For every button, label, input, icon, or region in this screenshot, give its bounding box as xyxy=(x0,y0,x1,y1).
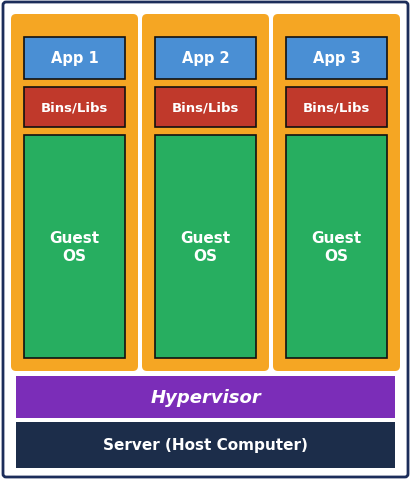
Text: Bins/Libs: Bins/Libs xyxy=(172,101,239,114)
FancyBboxPatch shape xyxy=(286,136,387,358)
FancyBboxPatch shape xyxy=(24,88,125,128)
FancyBboxPatch shape xyxy=(24,38,125,80)
Text: App 1: App 1 xyxy=(51,51,98,66)
FancyBboxPatch shape xyxy=(142,15,269,371)
FancyBboxPatch shape xyxy=(155,38,256,80)
FancyBboxPatch shape xyxy=(24,136,125,358)
Text: Bins/Libs: Bins/Libs xyxy=(41,101,108,114)
FancyBboxPatch shape xyxy=(273,15,400,371)
FancyBboxPatch shape xyxy=(16,376,395,418)
FancyBboxPatch shape xyxy=(155,136,256,358)
FancyBboxPatch shape xyxy=(286,38,387,80)
Text: App 2: App 2 xyxy=(182,51,229,66)
FancyBboxPatch shape xyxy=(286,88,387,128)
Text: Guest
OS: Guest OS xyxy=(312,231,362,263)
Text: Hypervisor: Hypervisor xyxy=(150,388,261,406)
FancyBboxPatch shape xyxy=(16,422,395,468)
Text: Guest
OS: Guest OS xyxy=(49,231,99,263)
FancyBboxPatch shape xyxy=(3,3,408,477)
Text: Server (Host Computer): Server (Host Computer) xyxy=(103,438,308,453)
Text: Bins/Libs: Bins/Libs xyxy=(303,101,370,114)
FancyBboxPatch shape xyxy=(11,15,138,371)
FancyBboxPatch shape xyxy=(155,88,256,128)
Text: Guest
OS: Guest OS xyxy=(180,231,231,263)
Text: App 3: App 3 xyxy=(313,51,360,66)
